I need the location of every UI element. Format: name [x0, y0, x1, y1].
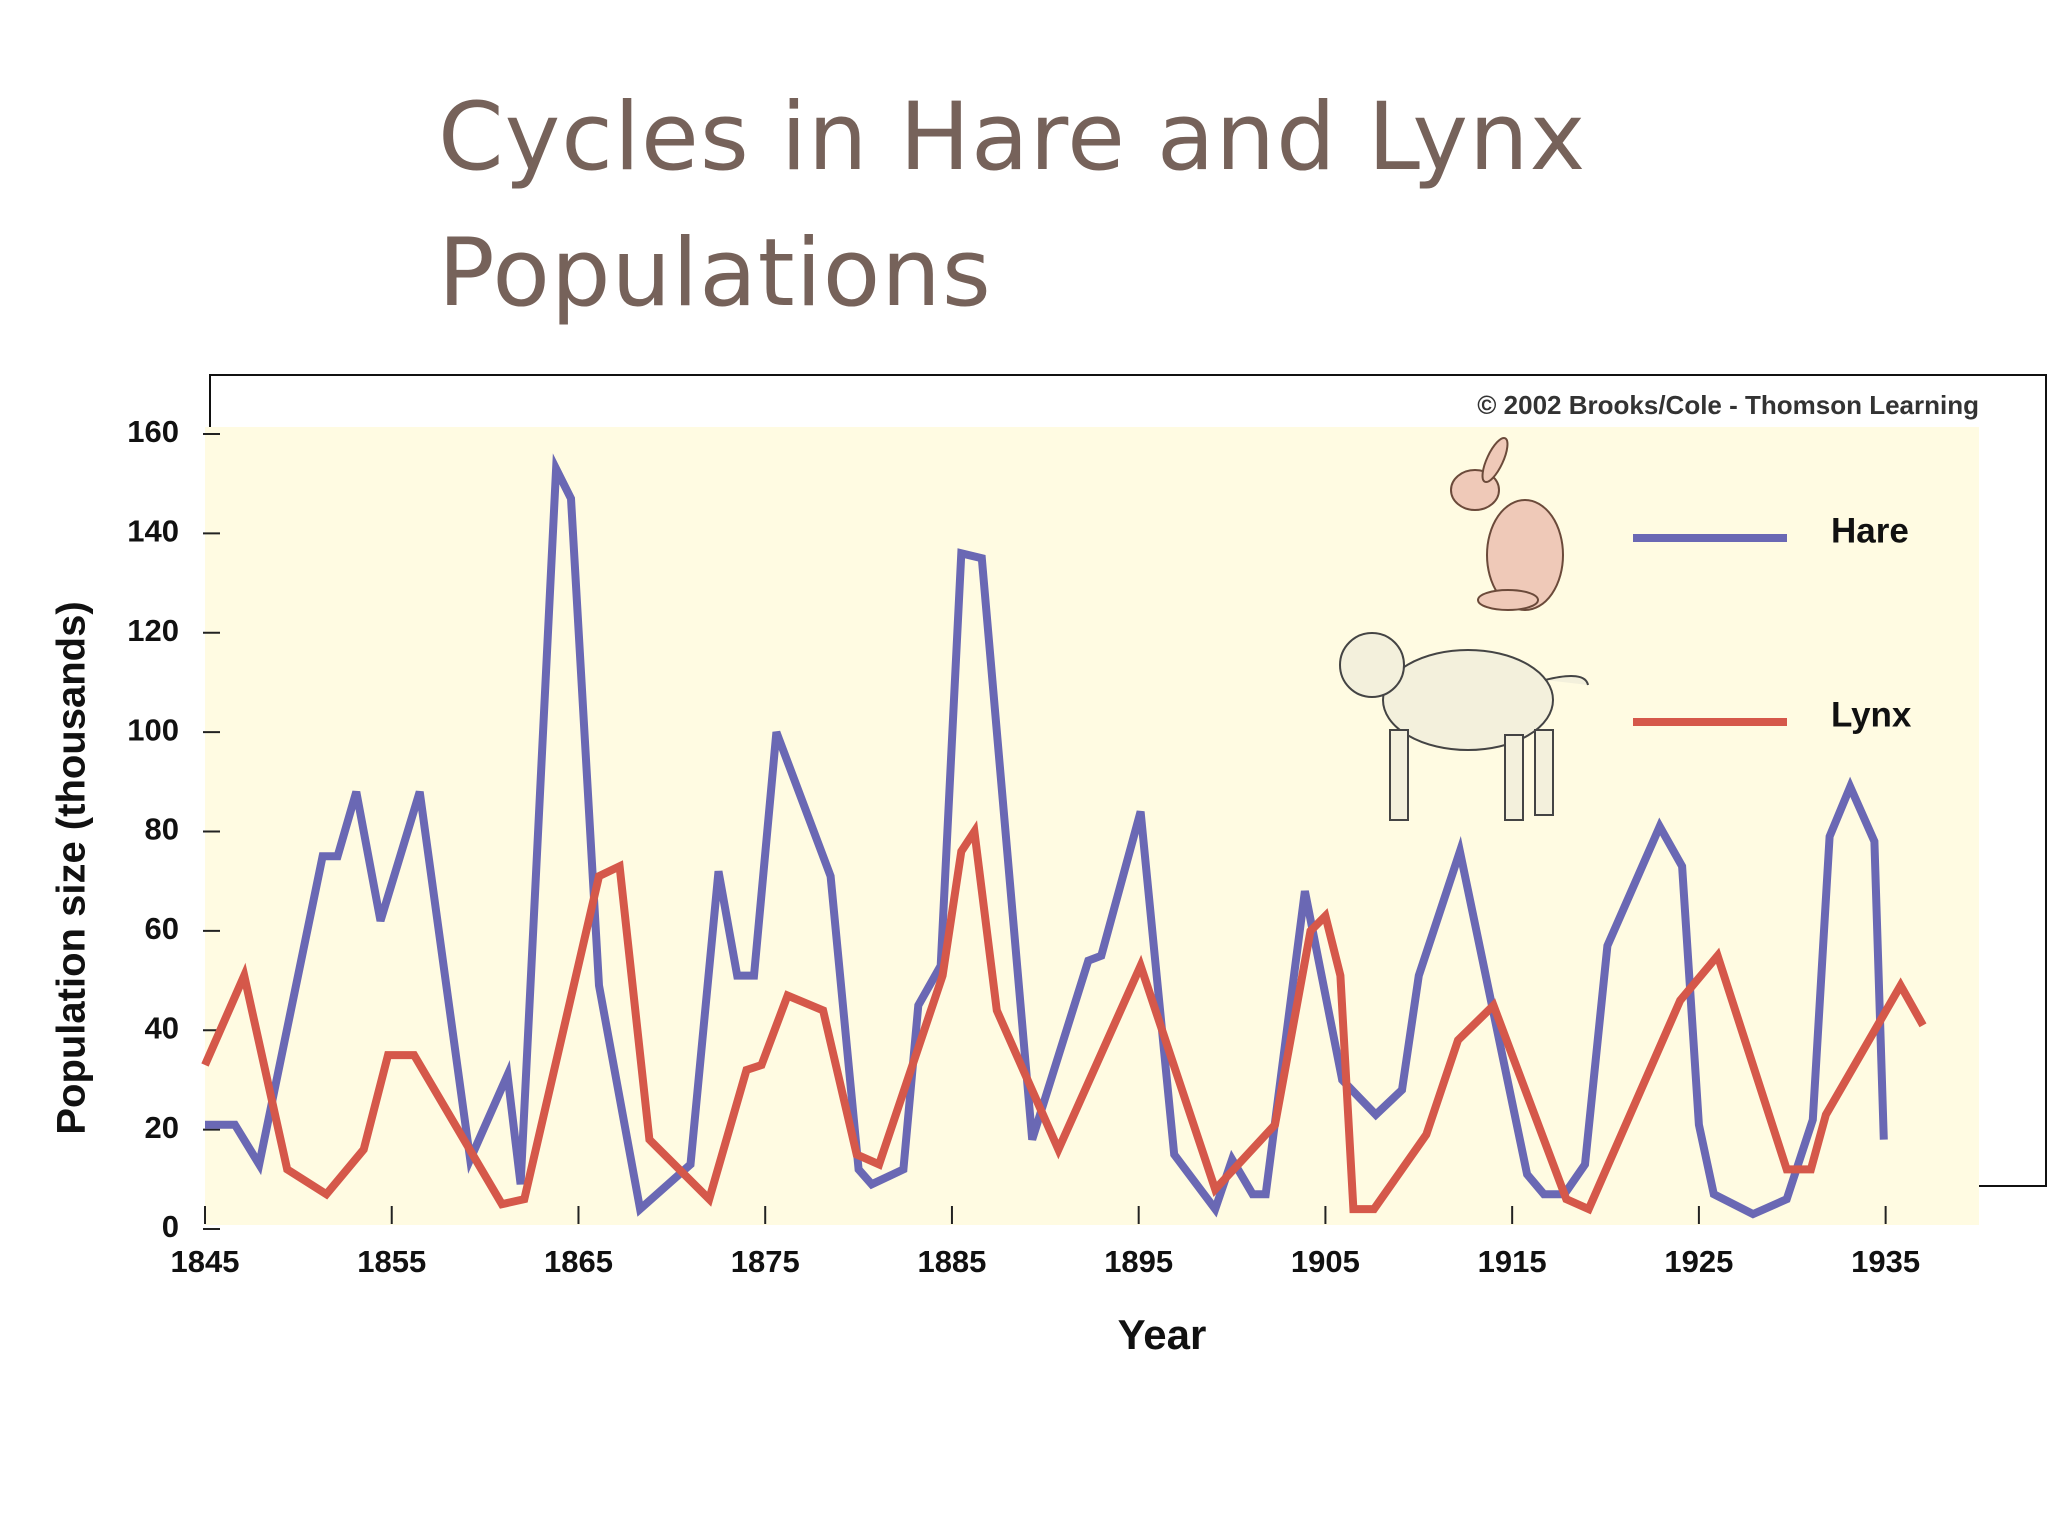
y-tick-label: 80: [145, 812, 179, 847]
y-tick-label: 60: [145, 911, 179, 946]
series-line: [205, 453, 1888, 1219]
x-tick-label: 1885: [917, 1244, 986, 1279]
y-tick-label: 160: [127, 414, 179, 449]
x-tick-label: 1915: [1478, 1244, 1547, 1279]
slide-title: Cycles in Hare and Lynx Populations: [438, 83, 1587, 328]
y-tick-label: 120: [127, 613, 179, 648]
x-tick-label: 1905: [1291, 1244, 1360, 1279]
plot-background: [205, 427, 1979, 1225]
series-line: [201, 820, 1927, 1215]
x-tick-label: 1855: [357, 1244, 426, 1279]
hare-illustration: [1450, 436, 1564, 611]
y-axis-title: Population size (thousands): [50, 601, 94, 1134]
x-tick-label: 1845: [171, 1244, 240, 1279]
x-tick-label: 1865: [544, 1244, 613, 1279]
credit: © 2002 Brooks/Cole - Thomson Learning: [1477, 390, 1979, 420]
x-tick-label: 1895: [1104, 1244, 1173, 1279]
x-tick-label: 1875: [731, 1244, 800, 1279]
y-tick-label: 20: [145, 1110, 179, 1145]
legend-label: Hare: [1831, 511, 1909, 550]
y-tick-label: 0: [162, 1209, 179, 1244]
y-tick-label: 100: [127, 712, 179, 747]
x-axis-title: Year: [1118, 1311, 1207, 1358]
y-tick-label: 40: [145, 1010, 179, 1045]
x-tick-label: 1935: [1851, 1244, 1920, 1279]
lynx-illustration: [1339, 632, 1589, 821]
y-tick-label: 140: [127, 514, 179, 549]
x-tick-label: 1925: [1664, 1244, 1733, 1279]
legend-label: Lynx: [1831, 695, 1912, 734]
